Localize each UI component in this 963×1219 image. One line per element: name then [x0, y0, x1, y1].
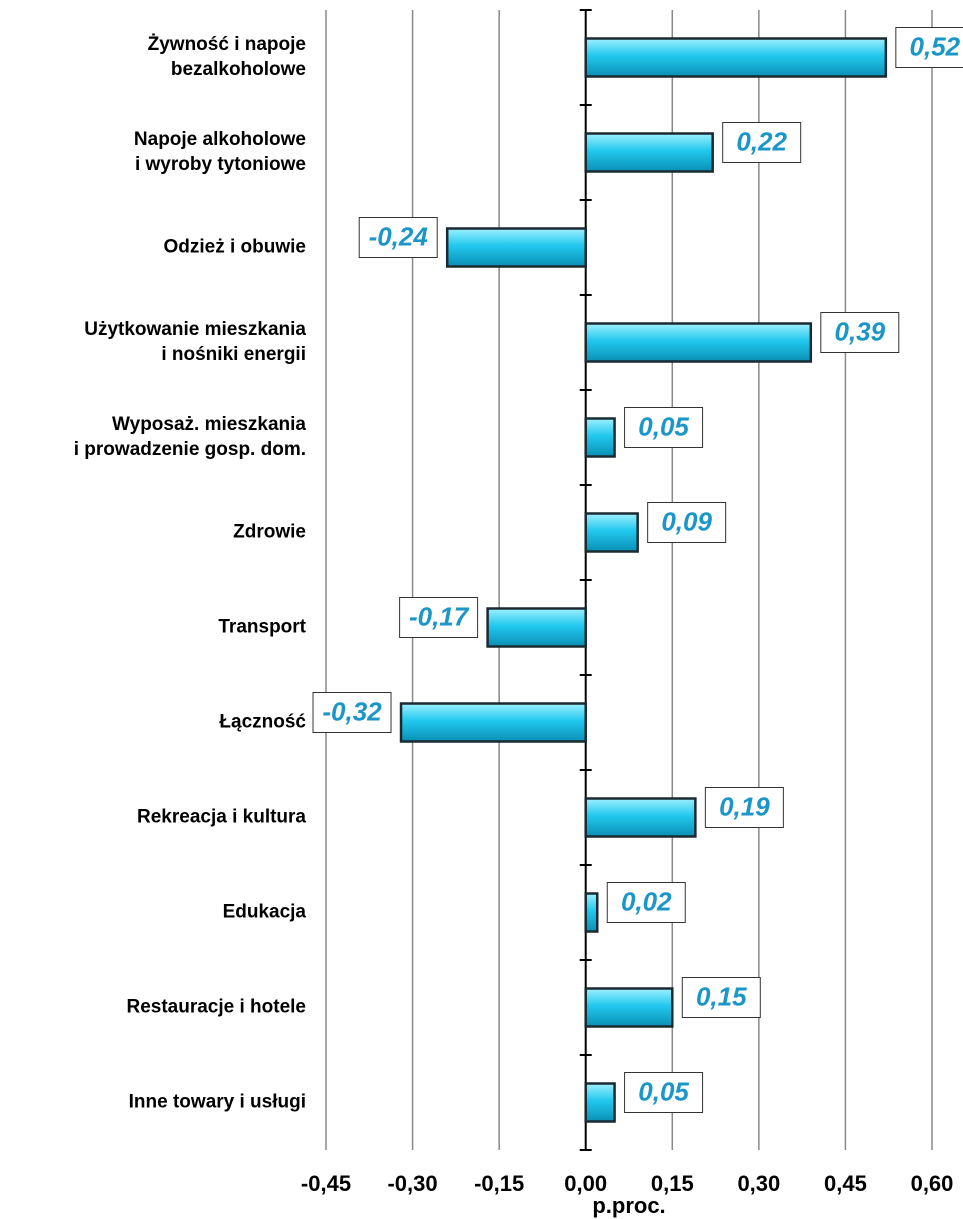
category-line: Inne towary i usługi — [129, 1092, 306, 1113]
value-label: 0,09 — [661, 506, 712, 536]
value-label-box — [704, 787, 784, 828]
category-line: i prowadzenie gosp. dom. — [74, 439, 306, 460]
bar — [584, 132, 714, 173]
value-label: 0,05 — [638, 1076, 689, 1106]
value-label-box — [681, 977, 761, 1018]
value-label: 0,15 — [696, 981, 747, 1011]
value-label-box — [722, 122, 802, 163]
value-label-box — [624, 1072, 704, 1113]
bar — [584, 512, 639, 553]
value-label-box — [624, 407, 704, 448]
category-label: Napoje alkoholowe i wyroby tytoniowe — [134, 129, 306, 175]
bar — [584, 892, 599, 933]
category-line: Transport — [218, 617, 306, 638]
category-line: Użytkowanie mieszkania — [84, 319, 306, 340]
value-label-box — [358, 217, 438, 258]
value-label: -0,17 — [409, 601, 470, 631]
value-label-box — [606, 882, 686, 923]
category-line: i nośniki energii — [161, 344, 306, 365]
bar — [584, 417, 616, 458]
category-line: i wyroby tytoniowe — [135, 154, 306, 175]
x-tick-label: -0,15 — [474, 1171, 524, 1196]
category-line: Łączność — [219, 712, 306, 733]
value-label: -0,32 — [322, 696, 382, 726]
bar — [584, 322, 813, 363]
value-label: -0,24 — [369, 221, 429, 251]
x-tick-label: -0,30 — [387, 1171, 437, 1196]
x-tick-label: 0,30 — [737, 1171, 780, 1196]
value-label-box — [399, 597, 479, 638]
category-label: Zdrowie — [233, 522, 306, 543]
bar — [584, 37, 888, 78]
category-label: Użytkowanie mieszkania i nośniki energii — [84, 319, 306, 365]
value-label: 0,52 — [910, 31, 961, 61]
category-label: Inne towary i usługi — [129, 1092, 306, 1113]
category-line: Restauracje i hotele — [126, 997, 306, 1018]
category-label: Rekreacja i kultura — [137, 807, 306, 828]
bar — [399, 702, 587, 743]
bar — [584, 1082, 616, 1123]
value-label: 0,02 — [621, 886, 672, 916]
x-tick-label: 0,00 — [564, 1171, 607, 1196]
category-line: Rekreacja i kultura — [137, 807, 306, 828]
category-label: Żywność i napoje bezalkoholowe — [148, 34, 306, 80]
value-label: 0,19 — [719, 791, 770, 821]
category-line: Odzież i obuwie — [163, 237, 306, 258]
x-tick-label: 0,60 — [911, 1171, 954, 1196]
bar — [584, 797, 697, 838]
bar — [486, 607, 587, 648]
value-label-box — [820, 312, 900, 353]
bar — [445, 227, 587, 268]
value-label-box — [312, 692, 392, 733]
value-label: 0,39 — [834, 316, 885, 346]
category-line: bezalkoholowe — [171, 59, 306, 80]
category-label: Wyposaż. mieszkania i prowadzenie gosp. d… — [74, 414, 307, 460]
category-label: Restauracje i hotele — [126, 997, 306, 1018]
x-tick-label: -0,45 — [301, 1171, 351, 1196]
category-label: Łączność — [219, 712, 306, 733]
category-line: Edukacja — [223, 902, 307, 923]
value-label-box — [647, 502, 727, 543]
category-label: Odzież i obuwie — [163, 237, 306, 258]
value-label: 0,05 — [638, 411, 689, 441]
value-label: 0,22 — [736, 126, 787, 156]
x-axis-label: p.proc. — [592, 1193, 665, 1218]
category-label: Edukacja — [223, 902, 307, 923]
category-line: Zdrowie — [233, 522, 306, 543]
category-line: Napoje alkoholowe — [134, 129, 306, 150]
category-line: Wyposaż. mieszkania — [112, 414, 306, 435]
category-label: Transport — [218, 617, 306, 638]
value-label-box — [895, 27, 963, 68]
category-line: Żywność i napoje — [148, 34, 306, 55]
bar — [584, 987, 674, 1028]
x-tick-label: 0,15 — [651, 1171, 694, 1196]
x-tick-label: 0,45 — [824, 1171, 867, 1196]
